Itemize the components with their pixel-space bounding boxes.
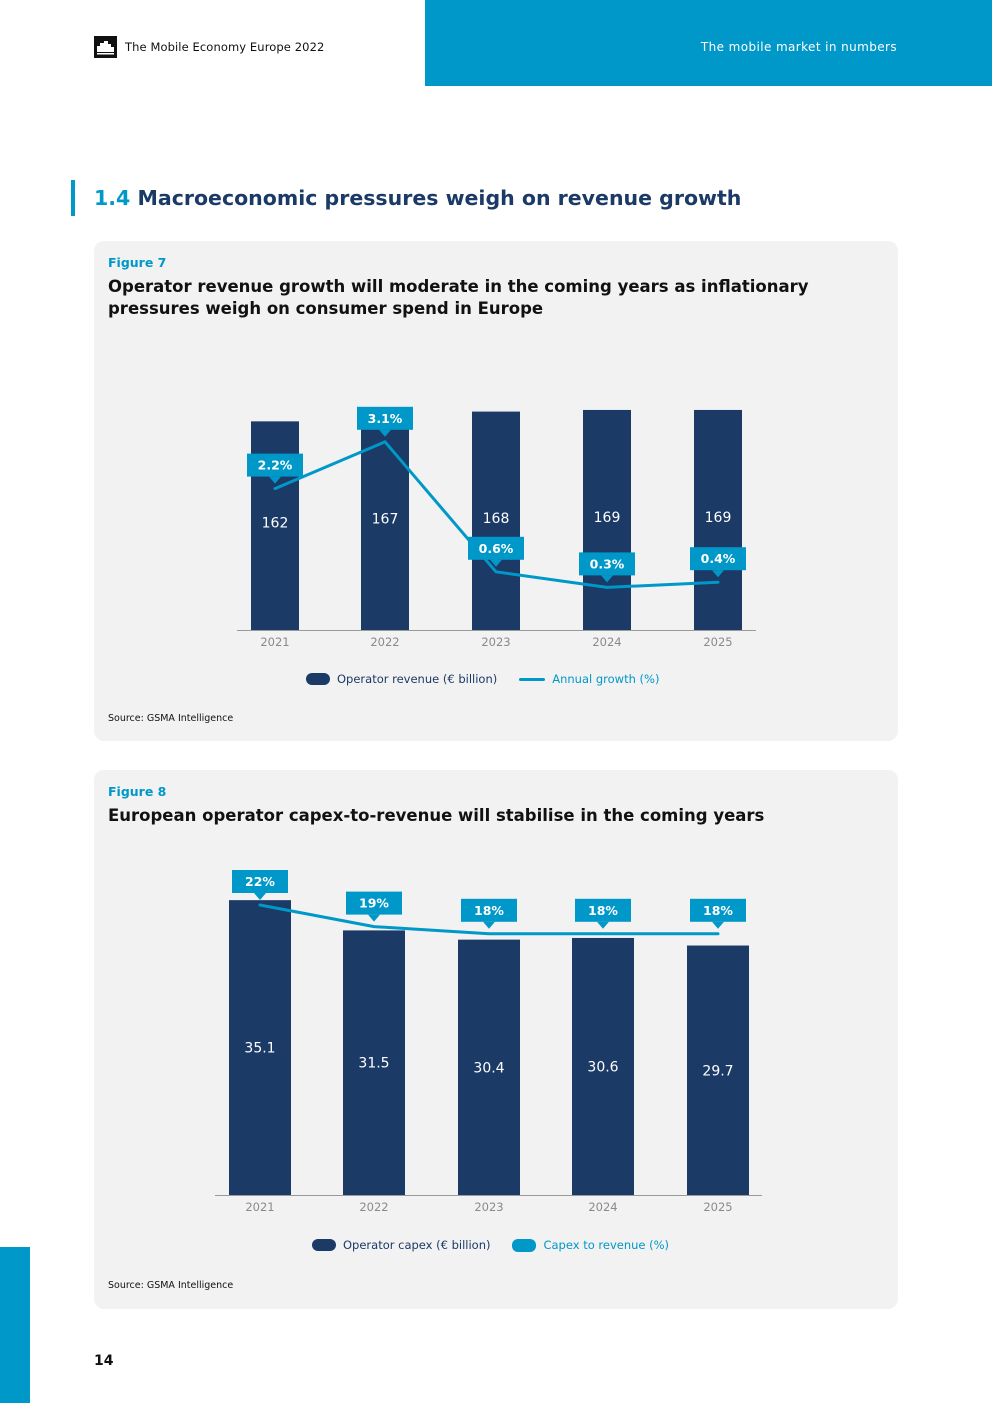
bar-value-label: 29.7	[702, 1063, 733, 1079]
figure-title: Operator revenue growth will moderate in…	[108, 277, 809, 318]
bar-value-label: 169	[594, 510, 621, 526]
data-label: 19%	[359, 896, 389, 911]
data-label: 0.4%	[701, 551, 736, 566]
bar-value-label: 35.1	[244, 1041, 275, 1057]
x-tick-label: 2025	[703, 1200, 732, 1214]
header-band	[425, 0, 992, 86]
data-label: 2.2%	[258, 458, 293, 473]
data-label: 18%	[703, 903, 733, 918]
data-callout-box	[468, 536, 524, 560]
data-callout-box	[690, 547, 746, 571]
legend-label-capex-ratio: Capex to revenue (%)	[543, 1238, 670, 1252]
legend-swatch-bar	[306, 673, 330, 685]
document-title: The Mobile Economy Europe 2022	[125, 40, 325, 54]
revenue-growth-chart: 162 2021 167 2022 168 2023 169 2024 169 2025 2.2% 3…	[237, 406, 756, 649]
figure-label: Figure 8	[108, 784, 167, 799]
data-callout-box	[346, 891, 402, 915]
series-line	[273, 440, 720, 589]
legend-item-capex-ratio: Capex to revenue (%)	[512, 1238, 669, 1252]
legend-item-capex: Operator capex (€ billion)	[312, 1238, 490, 1252]
data-callout-pointer	[269, 476, 281, 484]
data-label: 0.3%	[590, 556, 625, 571]
section-heading: 1.4 Macroeconomic pressures weigh on rev…	[94, 186, 741, 210]
side-accent-bar	[0, 1247, 30, 1403]
data-callout-pointer	[597, 921, 609, 929]
legend-label-growth: Annual growth (%)	[552, 672, 660, 686]
chart-legend: Operator capex (€ billion) Capex to reve…	[312, 1238, 669, 1252]
bar-value-label: 167	[372, 512, 399, 528]
legend-swatch-bar	[312, 1239, 336, 1251]
bar	[694, 409, 742, 630]
bar-value-label: 30.4	[473, 1060, 504, 1076]
bar	[572, 937, 634, 1195]
data-callout-pointer	[368, 914, 380, 922]
legend-item-revenue: Operator revenue (€ billion)	[306, 672, 497, 686]
data-callout-pointer	[490, 559, 502, 567]
x-tick-label: 2021	[260, 635, 289, 649]
x-tick-label: 2023	[481, 635, 510, 649]
section-title: Macroeconomic pressures weigh on revenue…	[137, 186, 742, 210]
data-callout-pointer	[254, 893, 266, 900]
figure-8-panel: Figure 8 European operator capex-to-reve…	[94, 770, 898, 1309]
figure-source: Source: GSMA Intelligence	[108, 713, 234, 724]
figure-label: Figure 7	[108, 255, 167, 270]
data-callout-pointer	[601, 575, 613, 583]
chart-legend: Operator revenue (€ billion) Annual grow…	[306, 672, 659, 686]
legend-item-growth: Annual growth (%)	[519, 672, 659, 686]
bar-value-label: 168	[483, 511, 510, 527]
data-callout-pointer	[483, 921, 495, 929]
section-label: The mobile market in numbers	[700, 40, 897, 54]
x-tick-label: 2022	[359, 1200, 388, 1214]
data-label: 22%	[245, 874, 275, 889]
page-number: 14	[94, 1353, 114, 1369]
data-label: 18%	[474, 903, 504, 918]
series-line	[258, 903, 720, 936]
data-callout-box	[579, 552, 635, 576]
bar-value-label: 162	[262, 516, 289, 532]
data-callout-box	[247, 453, 303, 477]
bar	[583, 409, 631, 630]
legend-swatch-pill	[512, 1238, 537, 1252]
bar	[687, 945, 749, 1195]
legend-label-capex: Operator capex (€ billion)	[343, 1238, 491, 1252]
capex-revenue-chart: 35.1 2021 31.5 2022 30.4 2023 30.6 2024 29.7 2025…	[215, 870, 762, 1214]
gsma-building-logo-icon	[94, 36, 117, 58]
data-callout-box	[357, 406, 413, 430]
bar-value-label: 169	[705, 510, 732, 526]
x-tick-label: 2024	[592, 635, 621, 649]
section-accent-bar	[71, 180, 75, 216]
data-callout-pointer	[712, 570, 724, 578]
data-callout-box	[461, 898, 517, 922]
data-callout-box	[690, 898, 746, 922]
data-callout-box	[232, 870, 288, 893]
figure-source: Source: GSMA Intelligence	[108, 1280, 234, 1291]
bar	[472, 411, 520, 630]
x-tick-label: 2025	[703, 635, 732, 649]
section-number: 1.4	[94, 186, 131, 210]
bar-value-label: 31.5	[358, 1056, 389, 1072]
legend-label-revenue: Operator revenue (€ billion)	[337, 672, 498, 686]
data-label: 3.1%	[368, 411, 403, 426]
data-callout-pointer	[712, 921, 724, 929]
bar	[229, 900, 291, 1195]
x-tick-label: 2024	[588, 1200, 617, 1214]
header-brand: The Mobile Economy Europe 2022	[94, 36, 324, 58]
data-label: 0.6%	[479, 541, 514, 556]
figure-7-panel: Figure 7 Operator revenue growth will mo…	[94, 241, 898, 741]
bar	[458, 939, 520, 1195]
bar	[343, 930, 405, 1195]
data-label: 18%	[588, 903, 618, 918]
x-tick-label: 2021	[245, 1200, 274, 1214]
x-tick-label: 2022	[370, 635, 399, 649]
figure-title: European operator capex-to-revenue will …	[108, 806, 765, 825]
legend-swatch-line	[519, 677, 546, 681]
bar-value-label: 30.6	[587, 1059, 618, 1075]
x-tick-label: 2023	[474, 1200, 503, 1214]
data-callout-box	[575, 898, 631, 922]
data-callout-pointer	[379, 429, 391, 437]
